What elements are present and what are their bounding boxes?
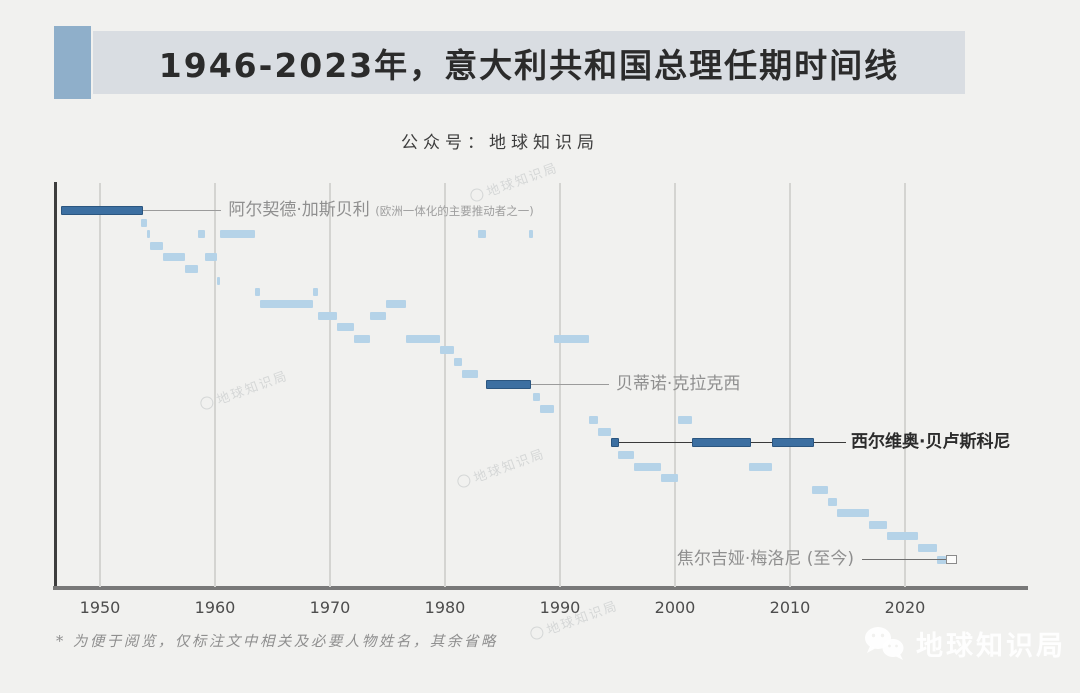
brand-watermark: 地球知识局	[862, 624, 1066, 663]
x-tick-2000: 2000	[654, 598, 696, 617]
term-bar	[405, 334, 441, 343]
term-bar	[386, 299, 406, 308]
term-bar	[869, 520, 887, 529]
title-banner: 1946-2023年，意大利共和国总理任期时间线	[93, 31, 965, 94]
gridline-2020	[904, 183, 906, 587]
pm-label: 贝蒂诺·克拉克西	[615, 374, 741, 395]
term-bar	[220, 230, 255, 239]
term-bar	[150, 241, 164, 250]
pm-label: 焦尔吉娅·梅洛尼 (至今)	[676, 548, 854, 569]
term-bar-highlight	[692, 437, 751, 447]
x-tick-1980: 1980	[424, 598, 466, 617]
term-bar	[254, 288, 261, 297]
term-bar	[354, 334, 371, 343]
label-leader-line	[530, 384, 609, 386]
wechat-icon	[865, 626, 904, 660]
term-bar	[540, 404, 555, 413]
subtitle: 公众号：地球知识局	[401, 133, 599, 153]
term-bar	[532, 392, 541, 401]
x-tick-2020: 2020	[884, 598, 926, 617]
term-bar	[597, 427, 611, 436]
term-bar	[336, 323, 355, 332]
term-bar	[588, 416, 598, 425]
label-leader-line	[862, 558, 947, 560]
term-bar	[811, 485, 828, 494]
x-tick-1990: 1990	[539, 598, 581, 617]
pm-label-note: (欧洲一体化的主要推动者之一)	[375, 204, 534, 218]
x-tick-1960: 1960	[194, 598, 236, 617]
gridline-1970	[329, 183, 331, 587]
term-bar	[260, 299, 313, 308]
gridline-2000	[674, 183, 676, 587]
term-bar-highlight	[610, 437, 620, 447]
term-bar-highlight	[771, 437, 814, 447]
gridline-1950	[99, 183, 101, 587]
term-bar	[827, 497, 838, 506]
term-bar	[197, 230, 205, 239]
term-bar	[141, 218, 147, 227]
term-bar	[633, 462, 662, 471]
term-bar	[886, 532, 918, 541]
y-axis-spine	[54, 182, 57, 590]
label-leader-line	[143, 210, 222, 211]
term-bar	[837, 509, 870, 518]
term-bar	[528, 230, 533, 239]
page-title: 1946-2023年，意大利共和国总理任期时间线	[158, 45, 900, 85]
footnote: * 为便于阅览，仅标注文中相关及必要人物姓名，其余省略	[56, 634, 498, 650]
x-tick-1950: 1950	[79, 598, 121, 617]
term-bar	[370, 311, 387, 320]
term-bar	[454, 358, 463, 367]
ongoing-term-marker	[946, 554, 958, 564]
brand-name: 地球知识局	[916, 631, 1066, 662]
stamp-watermark-1: 地球知识局	[198, 365, 290, 414]
stamp-globe-icon	[198, 394, 216, 412]
gridline-1960	[214, 183, 216, 587]
stamp-watermark-0: 地球知识局	[468, 157, 560, 206]
pm-label: 阿尔契德·加斯贝利 (欧洲一体化的主要推动者之一)	[228, 200, 534, 220]
gridline-2010	[789, 183, 791, 587]
term-bar	[163, 253, 186, 262]
term-bar	[462, 369, 479, 378]
x-axis-spine	[53, 586, 1028, 590]
term-bar-highlight	[486, 379, 531, 389]
term-bar	[661, 474, 679, 483]
term-bar	[217, 276, 221, 285]
term-bar	[917, 543, 938, 552]
term-bar	[440, 346, 455, 355]
term-bar	[617, 451, 634, 460]
gridline-1980	[444, 183, 446, 587]
term-bar	[185, 265, 198, 274]
term-bar	[937, 555, 947, 564]
term-bar-highlight	[60, 205, 144, 215]
pm-label: 西尔维奥·贝卢斯科尼	[851, 432, 1011, 453]
term-bar	[678, 416, 693, 425]
stamp-globe-icon	[528, 624, 546, 642]
x-tick-1970: 1970	[309, 598, 351, 617]
term-bar	[204, 253, 218, 262]
term-bar	[748, 462, 772, 471]
term-bar	[317, 311, 337, 320]
term-bar	[478, 230, 487, 239]
term-bar	[312, 288, 318, 297]
term-bar	[554, 334, 589, 343]
stamp-globe-icon	[455, 472, 473, 490]
term-bar	[146, 230, 150, 239]
title-accent-block	[54, 26, 91, 99]
x-tick-2010: 2010	[769, 598, 811, 617]
stamp-watermark-2: 地球知识局	[455, 443, 547, 492]
